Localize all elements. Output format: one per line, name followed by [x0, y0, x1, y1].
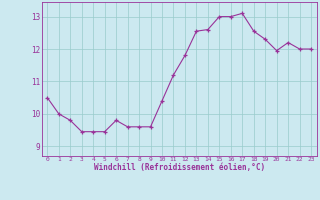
X-axis label: Windchill (Refroidissement éolien,°C): Windchill (Refroidissement éolien,°C)	[94, 163, 265, 172]
